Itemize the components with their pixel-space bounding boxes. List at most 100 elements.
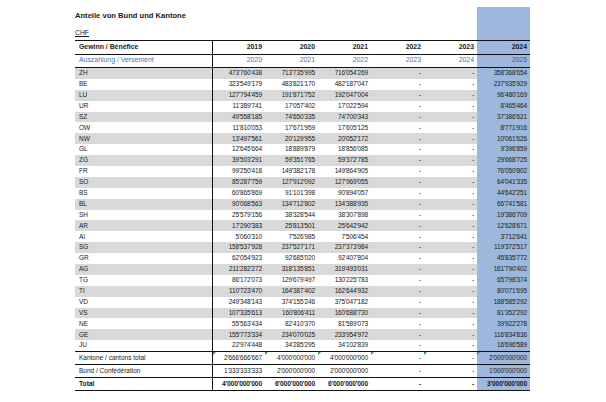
total-value-cell: - <box>424 365 477 378</box>
value-cell: 374'155'246 <box>265 297 318 308</box>
value-cell: - <box>424 155 477 166</box>
canton-label: SZ <box>75 112 212 123</box>
table-body: ZH473'760'438713'735'995716'054'269--358… <box>75 68 530 352</box>
value-cell: 7'526'985 <box>265 231 318 242</box>
canton-label: ZH <box>75 68 212 79</box>
canton-label: BS <box>75 188 212 199</box>
total-value-cell: 6'000'000'000 <box>318 378 371 391</box>
value-cell: - <box>424 329 477 340</box>
value-cell: 234'070'025 <box>265 329 318 340</box>
value-cell: 44'642'251 <box>477 188 530 199</box>
value-cell: - <box>424 253 477 264</box>
value-cell: 130'225'783 <box>318 275 371 286</box>
value-cell: 81'352'292 <box>477 308 530 319</box>
canton-label: AR <box>75 220 212 231</box>
canton-row: SH25'579'15638'328'54438'307'898--19'386… <box>75 210 530 221</box>
value-cell: 91'101'398 <box>265 188 318 199</box>
page-title: Anteile von Bund und Kantone <box>75 11 186 20</box>
value-cell: 22'974'448 <box>212 340 265 351</box>
value-cell: 9'396'859 <box>477 144 530 155</box>
value-cell: 29'668'725 <box>477 155 530 166</box>
value-cell: 192'047'004 <box>318 90 371 101</box>
value-cell: - <box>371 199 424 210</box>
value-cell: - <box>424 166 477 177</box>
value-cell: 25'579'156 <box>212 210 265 221</box>
value-cell: 119'372'517 <box>477 242 530 253</box>
value-cell: - <box>424 188 477 199</box>
canton-label: UR <box>75 101 212 112</box>
currency-label: CHF <box>75 29 89 36</box>
value-cell: 17'290'383 <box>212 220 265 231</box>
value-cell: - <box>371 286 424 297</box>
value-cell: 160'688'730 <box>318 308 371 319</box>
value-cell: - <box>424 340 477 351</box>
canton-label: VD <box>75 297 212 308</box>
value-cell: 45'835'772 <box>477 253 530 264</box>
payout-year: 2024 <box>424 54 477 68</box>
value-cell: 39'503'291 <box>212 155 265 166</box>
value-cell: 160'806'411 <box>265 308 318 319</box>
value-cell: 237'935'929 <box>477 79 530 90</box>
value-cell: 85'287'759 <box>212 177 265 188</box>
value-cell: - <box>371 101 424 112</box>
profit-distribution-table: Gewinn / Bénéfice20192020202120222023202… <box>75 40 530 391</box>
value-cell: 17'022'594 <box>318 101 371 112</box>
profit-year: 2022 <box>371 41 424 55</box>
value-cell: - <box>424 264 477 275</box>
value-cell: 127'794'459 <box>212 90 265 101</box>
value-cell: 8'465'464 <box>477 101 530 112</box>
profit-header-label: Gewinn / Bénéfice <box>75 41 212 55</box>
value-cell: - <box>424 308 477 319</box>
value-cell: 66'741'581 <box>477 199 530 210</box>
value-cell: 116'834'836 <box>477 329 530 340</box>
value-cell: - <box>371 79 424 90</box>
value-cell: 82'410'370 <box>265 318 318 329</box>
value-cell: - <box>424 112 477 123</box>
canton-row: TI110'723'470164'387'402162'644'932--80'… <box>75 286 530 297</box>
value-cell: 319'493'031 <box>318 264 371 275</box>
canton-label: NE <box>75 318 212 329</box>
page: { "title": "Anteile von Bund und Kantone… <box>0 0 606 402</box>
value-cell: 161'790'402 <box>477 264 530 275</box>
value-cell: 99'250'418 <box>212 166 265 177</box>
payout-year: 2025 <box>477 54 530 68</box>
total-row: Kantone / cantons total2'666'666'6674'00… <box>75 352 530 365</box>
profit-year: 2023 <box>424 41 477 55</box>
value-cell: - <box>371 144 424 155</box>
value-cell: 17'671'959 <box>265 122 318 133</box>
canton-row: GE155'773'334234'070'025233'954'972--116… <box>75 329 530 340</box>
profit-year: 2019 <box>212 41 265 55</box>
value-cell: 107'335'613 <box>212 308 265 319</box>
canton-row: GR62'054'92392'685'02092'407'804--45'835… <box>75 253 530 264</box>
canton-label: SH <box>75 210 212 221</box>
value-cell: 134'712'802 <box>265 199 318 210</box>
total-label: Bund / Confédération <box>75 365 212 378</box>
value-cell: - <box>371 253 424 264</box>
canton-label: LU <box>75 90 212 101</box>
canton-row: AI5'060'3107'526'9857'506'454--3'712'641 <box>75 231 530 242</box>
canton-label: VS <box>75 308 212 319</box>
value-cell: 127'969'055 <box>318 177 371 188</box>
value-cell: - <box>424 133 477 144</box>
canton-label: AG <box>75 264 212 275</box>
value-cell: 318'135'851 <box>265 264 318 275</box>
canton-row: OW11'810'05317'671'95917'605'125--8'771'… <box>75 122 530 133</box>
payout-year: 2023 <box>371 54 424 68</box>
value-cell: 10'061'626 <box>477 133 530 144</box>
value-cell: 74'700'343 <box>318 112 371 123</box>
value-cell: 482'187'047 <box>318 79 371 90</box>
canton-row: UR11'389'74117'057'40217'022'594--8'465'… <box>75 101 530 112</box>
value-cell: 211'282'272 <box>212 264 265 275</box>
value-cell: 11'810'053 <box>212 122 265 133</box>
value-cell: - <box>371 112 424 123</box>
payout-year: 2021 <box>265 54 318 68</box>
canton-row: VS107'335'613160'806'411160'688'730--81'… <box>75 308 530 319</box>
profit-year: 2020 <box>265 41 318 55</box>
value-cell: - <box>371 264 424 275</box>
canton-row: SO85'287'759127'912'092127'969'055--64'0… <box>75 177 530 188</box>
value-cell: 65'798'374 <box>477 275 530 286</box>
canton-row: ZH473'760'438713'735'995716'054'269--358… <box>75 68 530 79</box>
value-cell: 12'628'671 <box>477 220 530 231</box>
canton-row: AG211'282'272318'135'851319'493'031--161… <box>75 264 530 275</box>
value-cell: - <box>371 340 424 351</box>
